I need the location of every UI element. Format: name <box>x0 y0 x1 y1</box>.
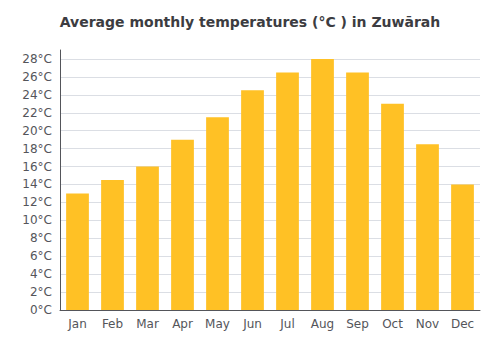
svg-text:14°C: 14°C <box>22 177 52 191</box>
svg-text:28°C: 28°C <box>22 52 52 66</box>
svg-text:Apr: Apr <box>172 317 193 331</box>
svg-text:10°C: 10°C <box>22 213 52 227</box>
svg-text:22°C: 22°C <box>22 106 52 120</box>
svg-text:Oct: Oct <box>382 317 403 331</box>
svg-text:24°C: 24°C <box>22 88 52 102</box>
svg-text:4°C: 4°C <box>30 267 52 281</box>
svg-text:Sep: Sep <box>346 317 369 331</box>
svg-text:Mar: Mar <box>136 317 159 331</box>
svg-text:16°C: 16°C <box>22 160 52 174</box>
svg-text:Aug: Aug <box>311 317 334 331</box>
svg-text:Feb: Feb <box>102 317 123 331</box>
svg-text:May: May <box>205 317 230 331</box>
svg-text:Nov: Nov <box>416 317 439 331</box>
svg-text:6°C: 6°C <box>30 249 52 263</box>
svg-text:Jul: Jul <box>279 317 294 331</box>
svg-text:2°C: 2°C <box>30 285 52 299</box>
svg-text:26°C: 26°C <box>22 70 52 84</box>
svg-text:Jan: Jan <box>67 317 87 331</box>
svg-text:20°C: 20°C <box>22 124 52 138</box>
svg-text:0°C: 0°C <box>30 303 52 317</box>
svg-text:8°C: 8°C <box>30 231 52 245</box>
svg-text:Dec: Dec <box>451 317 474 331</box>
svg-text:Average monthly temperatures (: Average monthly temperatures (°C ) in Zu… <box>60 14 441 30</box>
svg-text:Jun: Jun <box>242 317 262 331</box>
svg-text:12°C: 12°C <box>22 195 52 209</box>
svg-text:18°C: 18°C <box>22 142 52 156</box>
